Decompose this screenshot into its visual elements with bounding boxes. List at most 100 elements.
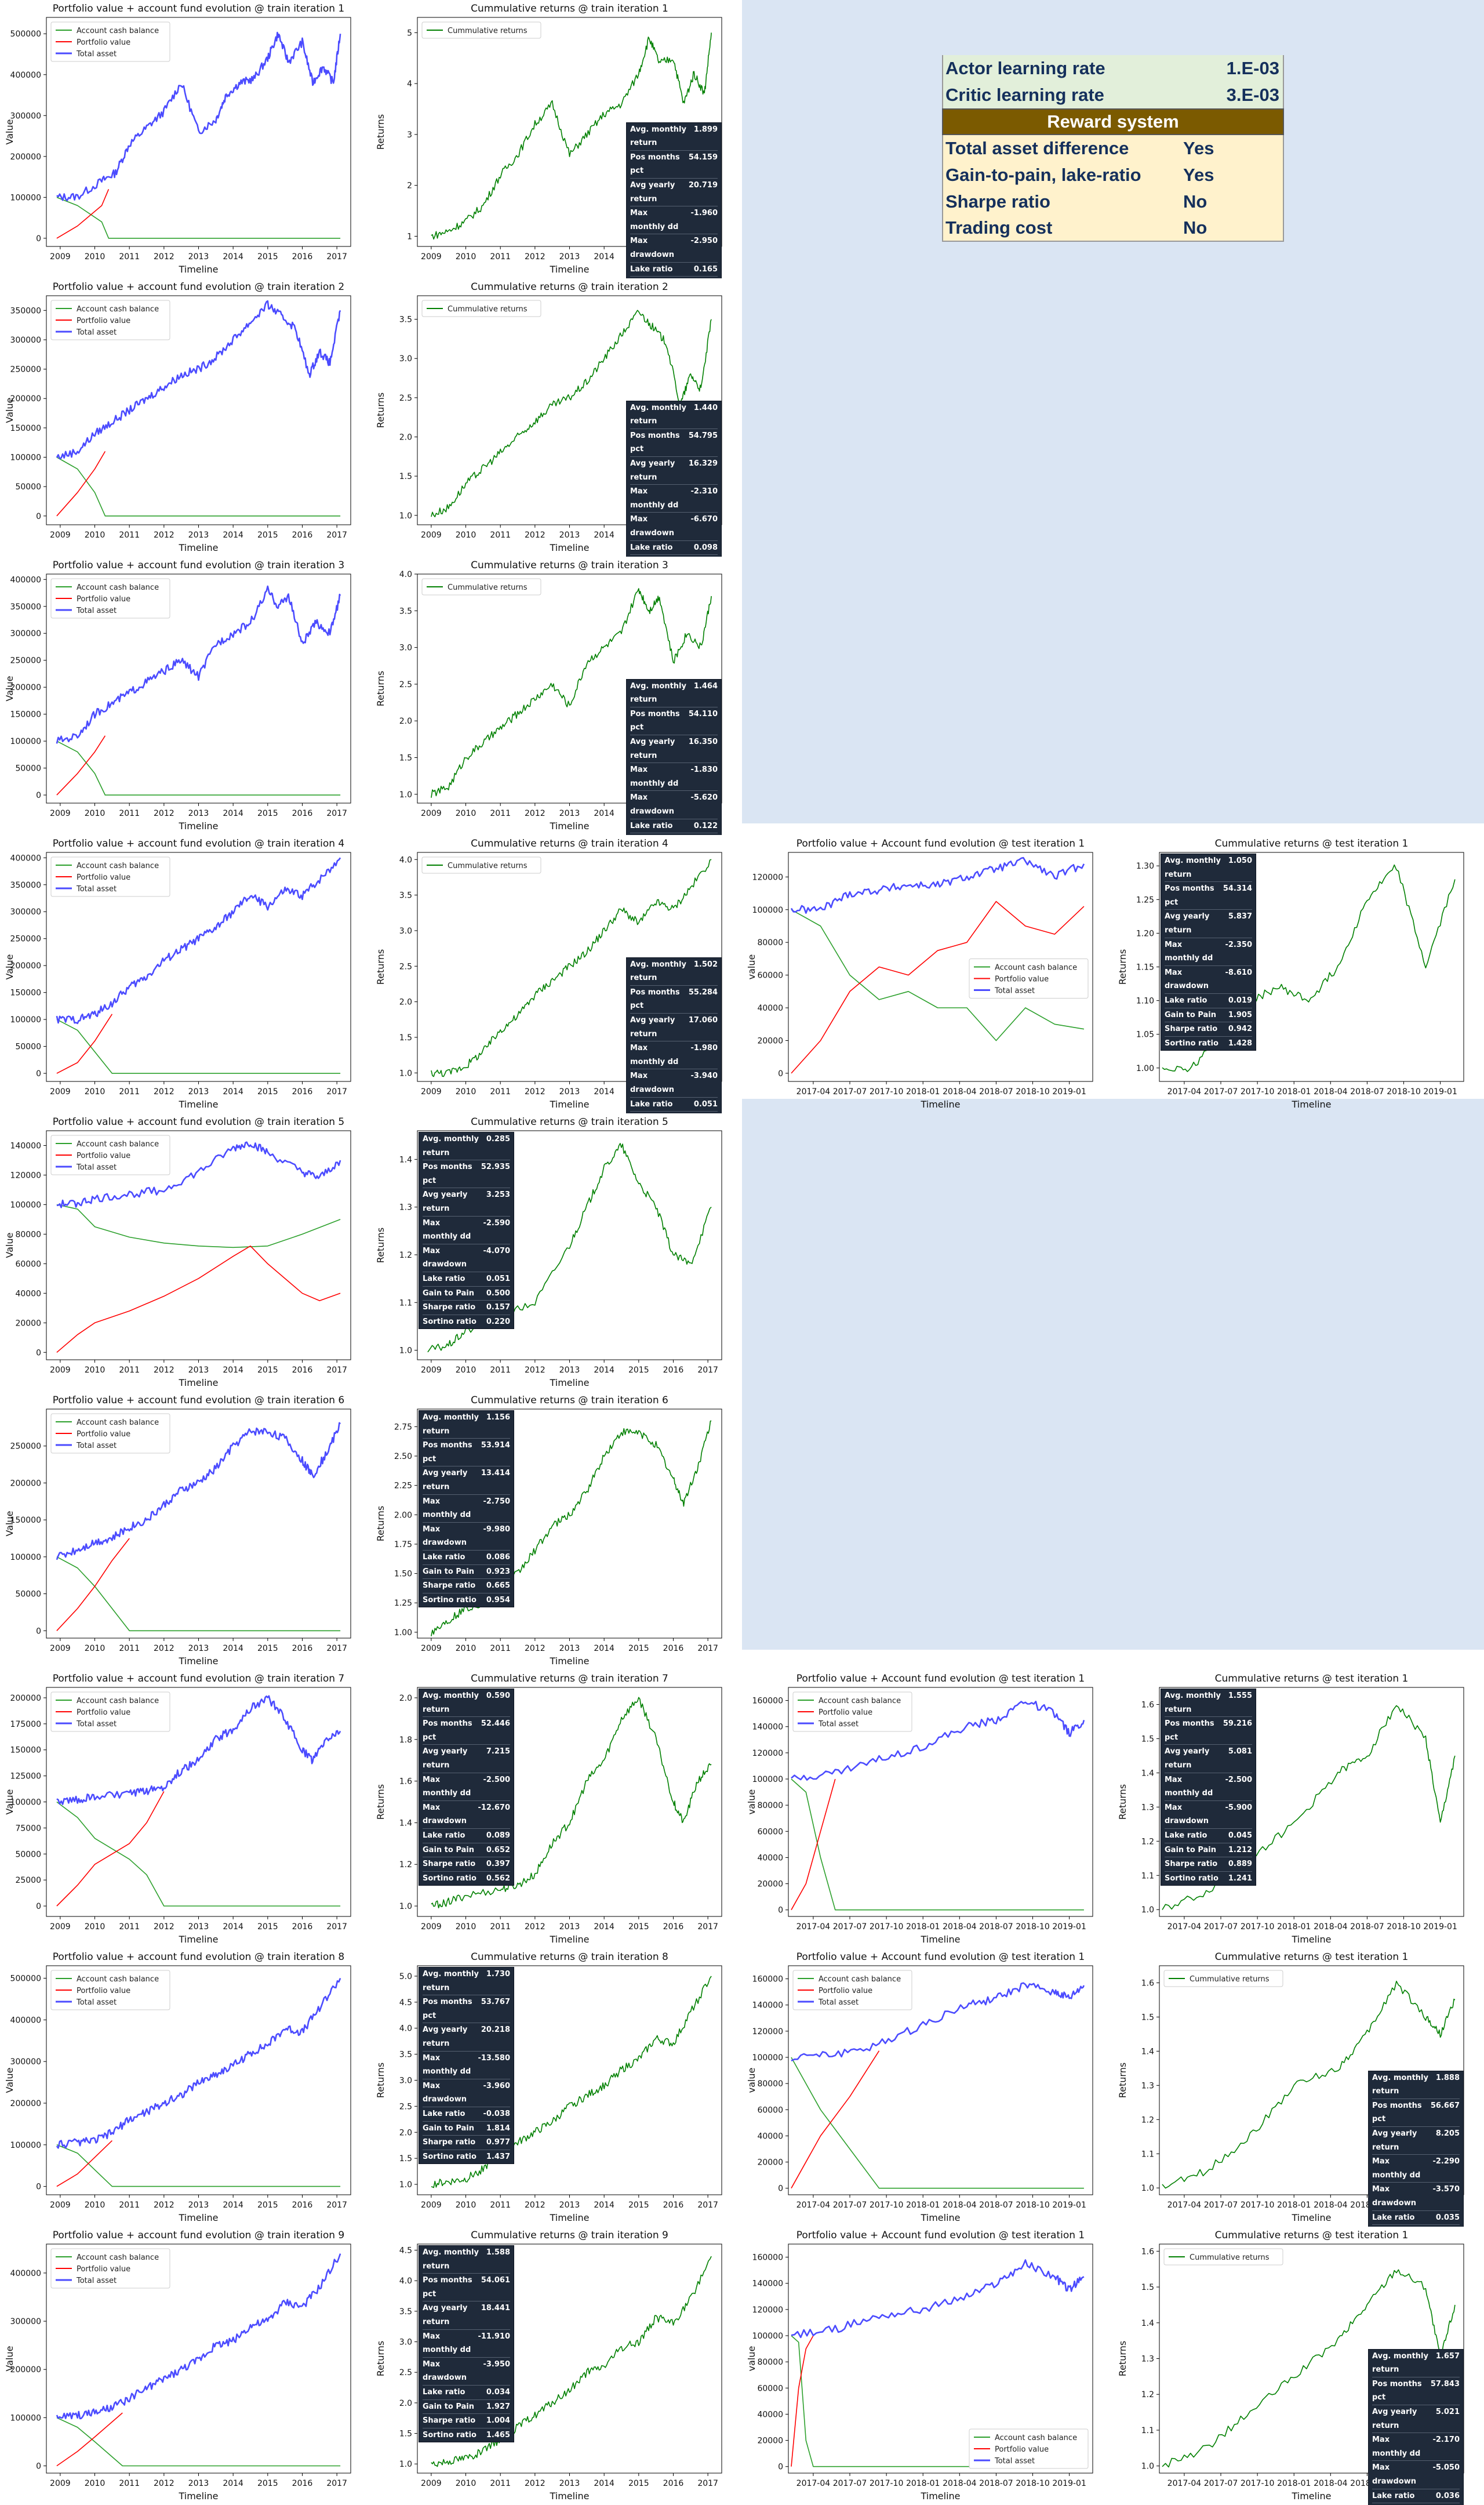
stat-value: 54.110 — [688, 709, 718, 718]
x-tick-label: 2017-07 — [833, 2479, 867, 2488]
x-tick-label: 2017 — [697, 2479, 718, 2488]
x-tick-label: 2016 — [292, 252, 313, 262]
x-tick-label: 2015 — [628, 2201, 649, 2210]
y-tick-label: 160000 — [752, 1697, 783, 1706]
stat-row: Sortino ratio 0.562 — [423, 1872, 510, 1886]
x-tick-label: 2019-01 — [1052, 2479, 1086, 2488]
stat-label: Avg. monthly return — [630, 403, 686, 426]
stat-label: Avg. monthly return — [423, 1135, 479, 1157]
stat-row: Sortino ratio 0.220 — [423, 1315, 510, 1329]
stat-label: Avg yearly return — [423, 2304, 468, 2326]
y-tick-label: 2.5 — [399, 2368, 412, 2377]
series-line — [431, 1697, 712, 1908]
series-line — [56, 2417, 341, 2467]
y-tick-label: 1.4 — [1141, 2047, 1154, 2056]
x-tick-label: 2018-07 — [1350, 1922, 1384, 1932]
stat-label: Pos months pct — [1165, 884, 1214, 907]
x-tick-label: 2018-07 — [979, 1087, 1013, 1097]
stat-value: -2.290 — [1432, 2157, 1460, 2166]
stat-value: 0.889 — [1228, 1860, 1252, 1869]
stat-label: Avg. monthly return — [1165, 1691, 1221, 1714]
y-tick-label: 1.3 — [399, 1203, 412, 1212]
stat-row: Max drawdown -5.900 — [1165, 1801, 1252, 1829]
x-tick-label: 2013 — [559, 252, 580, 262]
stat-value: 1.156 — [486, 1413, 510, 1422]
stat-label: Pos months pct — [630, 988, 680, 1011]
y-tick-label: 2.5 — [399, 680, 412, 689]
x-tick-label: 2018-07 — [1350, 1087, 1384, 1097]
y-tick-label: 4.5 — [399, 2246, 412, 2256]
stat-label: Avg yearly return — [630, 1015, 675, 1039]
stat-label: Lake ratio — [630, 543, 673, 552]
chart-value-test-d: Portfolio value + Account fund evolution… — [742, 2227, 1113, 2505]
legend-box — [50, 578, 170, 619]
y-tick-label: 300000 — [10, 336, 41, 345]
chart-returns-train-9: Cummulative returns @ train iteration 9 T… — [371, 2227, 742, 2505]
y-axis-label: Returns — [375, 1228, 386, 1263]
stat-label: Max drawdown — [1165, 1803, 1209, 1826]
stat-row: Avg yearly return 3.253 — [423, 1188, 510, 1217]
series-line — [56, 1791, 165, 1907]
series-line — [56, 1556, 341, 1632]
stat-label: Avg. monthly return — [630, 681, 686, 705]
stat-label: Avg. monthly return — [630, 960, 686, 983]
stats-box: Avg. monthly return 1.730 Pos months pct 53… — [419, 1967, 514, 2165]
x-tick-label: 2011 — [119, 1922, 140, 1932]
x-tick-label: 2016 — [663, 1644, 684, 1653]
stat-label: Gain to Pain — [423, 2402, 475, 2411]
y-tick-label: 300000 — [10, 629, 41, 638]
x-tick-label: 2019-01 — [1052, 1087, 1086, 1097]
y-axis-label: Value — [4, 954, 15, 980]
chart-returns-train-7: Cummulative returns @ train iteration 7 T… — [371, 1670, 742, 1948]
series-line — [56, 1978, 341, 2149]
x-tick-label: 2016 — [663, 1366, 684, 1375]
stat-row: Sharpe ratio 0.157 — [423, 1301, 510, 1315]
series-line — [791, 2335, 1084, 2467]
y-tick-label: 400000 — [10, 2269, 41, 2278]
legend-label: Cummulative returns — [448, 583, 528, 592]
stat-row: Avg. monthly return 1.502 — [630, 958, 718, 986]
chart-returns-test-d: Cummulative returns @ test iteration 1 Ti… — [1113, 2227, 1484, 2505]
x-tick-label: 2012 — [525, 531, 545, 540]
chart-svg: Portfolio value + account fund evolution… — [4, 1951, 351, 2223]
stat-row: Avg. monthly return 1.888 — [1372, 2071, 1460, 2099]
stat-row: Avg. monthly return 1.156 — [423, 1411, 510, 1439]
y-tick-label: 1.1 — [1141, 2426, 1154, 2435]
stat-value: 0.034 — [486, 2387, 510, 2397]
y-tick-label: 20000 — [15, 1319, 41, 1328]
x-tick-label: 2018-01 — [1277, 2479, 1311, 2488]
y-tick-label: 50000 — [15, 1043, 41, 1052]
stat-label: Max monthly dd — [1372, 2435, 1421, 2458]
y-tick-label: 3.5 — [399, 2307, 412, 2317]
stat-value: 5.837 — [1228, 912, 1252, 921]
stat-row: Gain to Pain 1.905 — [1165, 1008, 1252, 1023]
y-tick-label: 1.0 — [399, 1346, 412, 1356]
stat-row: Avg yearly return 16.329 — [630, 457, 718, 485]
stat-value: 0.500 — [486, 1288, 510, 1298]
x-tick-label: 2009 — [50, 1087, 71, 1097]
x-tick-label: 2012 — [154, 1922, 174, 1932]
y-axis-label: Returns — [1117, 1784, 1128, 1820]
y-tick-label: 60000 — [757, 2384, 783, 2393]
y-tick-label: 75000 — [15, 1824, 41, 1833]
stat-value: -4.070 — [483, 1246, 510, 1255]
stat-row: Pos months pct 55.284 — [630, 986, 718, 1014]
x-tick-label: 2013 — [559, 2479, 580, 2488]
legend-label: Total asset — [994, 987, 1035, 996]
x-tick-label: 2016 — [292, 1366, 313, 1375]
series-line — [791, 1701, 1085, 1781]
x-tick-label: 2014 — [594, 252, 614, 262]
x-tick-label: 2014 — [223, 1087, 243, 1097]
legend-label: Total asset — [76, 2277, 117, 2285]
x-tick-label: 2009 — [50, 1644, 71, 1653]
stat-row: Avg. monthly return 0.590 — [423, 1689, 510, 1718]
y-tick-label: 1.6 — [399, 1777, 412, 1787]
stat-value: 1.241 — [1228, 1874, 1252, 1883]
x-tick-label: 2017-10 — [870, 2201, 904, 2210]
stat-label: Max monthly dd — [630, 209, 679, 231]
y-tick-label: 1.8 — [399, 1736, 412, 1745]
legend-label: Account cash balance — [77, 2253, 159, 2262]
stat-value: 52.935 — [481, 1163, 510, 1172]
chart-title: Cummulative returns @ train iteration 5 — [471, 1116, 668, 1128]
stat-row: Max monthly dd -2.750 — [423, 1495, 510, 1523]
